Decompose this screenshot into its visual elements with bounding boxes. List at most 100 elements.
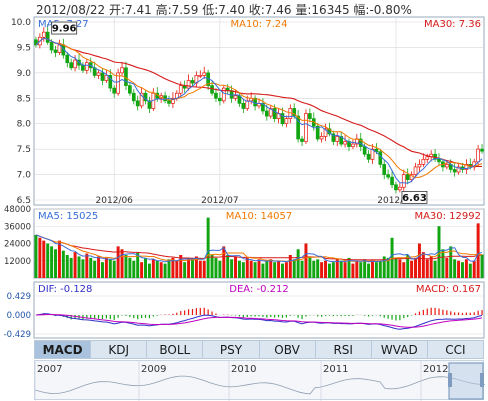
candle-body bbox=[147, 100, 152, 109]
macd-histogram-bar bbox=[187, 309, 190, 315]
macd-histogram-bar bbox=[301, 315, 303, 320]
volume-bar bbox=[296, 249, 300, 278]
macd-lines bbox=[35, 313, 483, 330]
macd-histogram-bar bbox=[469, 312, 471, 315]
candle-body bbox=[413, 166, 418, 175]
candle-body bbox=[370, 148, 375, 160]
candle-body bbox=[245, 100, 250, 109]
macd-histogram-bar bbox=[97, 315, 100, 319]
candle-body bbox=[358, 138, 363, 147]
macd-histogram-bar bbox=[438, 308, 440, 315]
price-y-axis: 10.0 9.5 9.0 8.5 8.0 7.5 7.0 6.5 bbox=[11, 18, 31, 206]
volume-bar bbox=[284, 262, 288, 278]
price-ma30-line bbox=[35, 37, 483, 168]
tab-kdj[interactable]: KDJ bbox=[91, 341, 148, 358]
macd-histogram-bar bbox=[258, 315, 260, 317]
macd-tick-label: 0.429 bbox=[7, 292, 31, 302]
tab-rsi[interactable]: RSI bbox=[316, 341, 372, 358]
macd-histogram-bar bbox=[481, 310, 483, 315]
volume-bar bbox=[386, 257, 390, 278]
candle-body bbox=[409, 174, 414, 181]
price-tick-label: 9.5 bbox=[17, 43, 31, 53]
volume-bar bbox=[280, 263, 284, 278]
macd-histogram-bar bbox=[148, 315, 151, 319]
volume-bar bbox=[69, 257, 73, 278]
macd-dif-line bbox=[35, 313, 483, 330]
volume-bar bbox=[81, 259, 85, 278]
volume-bar bbox=[429, 256, 433, 278]
volume-bar bbox=[112, 260, 116, 278]
macd-histogram-bar bbox=[152, 315, 154, 317]
macd-histogram-bar bbox=[364, 315, 366, 316]
legend-ma-short: DIF: -0.128 bbox=[38, 284, 92, 295]
macd-histogram-bar bbox=[199, 307, 201, 315]
candle-body bbox=[124, 67, 128, 86]
macd-histogram-bar bbox=[426, 308, 428, 315]
volume-bar bbox=[187, 257, 191, 278]
volume-bar bbox=[417, 243, 421, 278]
volume-bar bbox=[222, 246, 226, 278]
legend-ma-mid: DEA: -0.212 bbox=[229, 284, 288, 295]
volume-bar bbox=[363, 259, 367, 278]
tab-macd[interactable]: MACD bbox=[35, 341, 92, 358]
macd-histogram-bar bbox=[101, 315, 104, 320]
price-tick-label: 10.0 bbox=[11, 18, 31, 28]
timeline-navigator[interactable]: 2007 2009 2010 2011 2012 bbox=[34, 360, 486, 401]
timeline-sparkline bbox=[34, 375, 486, 395]
candle-body bbox=[331, 133, 336, 142]
volume-bar bbox=[335, 259, 339, 278]
tab-boll[interactable]: BOLL bbox=[147, 341, 204, 358]
volume-bar bbox=[132, 260, 136, 278]
macd-histogram-bar bbox=[215, 313, 217, 315]
macd-histogram-bar bbox=[473, 312, 475, 315]
tab-cci[interactable]: CCI bbox=[445, 342, 466, 357]
volume-bar bbox=[324, 260, 328, 278]
macd-histogram-bar bbox=[317, 315, 319, 317]
candle-body bbox=[323, 128, 328, 137]
volume-bar bbox=[226, 255, 230, 278]
macd-histogram-bar bbox=[113, 315, 115, 320]
volume-bar bbox=[277, 260, 281, 278]
volume-bar bbox=[410, 260, 414, 278]
candle-body bbox=[456, 166, 461, 173]
volume-bar bbox=[194, 256, 198, 278]
candle-body bbox=[261, 103, 265, 112]
price-tick-label: 8.5 bbox=[17, 94, 31, 104]
timeline-range-selector[interactable] bbox=[448, 362, 484, 400]
candle-body bbox=[186, 80, 191, 89]
candle-body bbox=[264, 110, 269, 117]
timeline-overview: 2007 2009 2010 2011 2012 bbox=[34, 361, 486, 401]
volume-bar bbox=[464, 259, 468, 278]
volume-bar bbox=[128, 257, 132, 278]
candle-body bbox=[362, 146, 367, 155]
candle-body bbox=[382, 164, 387, 175]
volume-bar bbox=[108, 259, 112, 278]
volume-bar bbox=[167, 259, 171, 278]
tab-obv[interactable]: OBV bbox=[260, 341, 316, 358]
macd-tick-label: 0.000 bbox=[7, 311, 31, 321]
timeline-right-handle[interactable] bbox=[480, 373, 484, 387]
volume-bar bbox=[147, 263, 151, 278]
macd-histogram-bar bbox=[117, 315, 119, 318]
timeline-left-handle[interactable] bbox=[448, 373, 452, 387]
candle-body bbox=[135, 100, 140, 107]
price-tick-label: 9.0 bbox=[17, 69, 32, 79]
volume-bar bbox=[85, 253, 89, 278]
macd-histogram-bar bbox=[434, 307, 436, 315]
candle-body bbox=[280, 113, 285, 125]
tab-wvad[interactable]: WVAD bbox=[372, 341, 428, 358]
volume-bar bbox=[202, 260, 206, 278]
volume-bar bbox=[398, 259, 402, 278]
macd-histogram-bar bbox=[461, 312, 464, 315]
candle-body bbox=[202, 72, 207, 76]
stock-chart: 10.0 9.5 9.0 8.5 8.0 7.5 7.0 6.5 2012/06 2012/07… bbox=[4, 16, 485, 340]
candle-body bbox=[65, 54, 70, 64]
quote-open: 开:7.41 bbox=[109, 3, 152, 17]
tab-psy[interactable]: PSY bbox=[203, 341, 260, 358]
macd-histogram-bar bbox=[70, 315, 72, 320]
macd-histogram-bar bbox=[407, 315, 409, 318]
candle-body bbox=[343, 141, 347, 145]
volume-panel: 48000 36000 24000 12000 MA5: 15025 MA10: 140… bbox=[4, 205, 485, 279]
quote-high: 高:7.59 bbox=[155, 3, 199, 17]
volume-bar bbox=[116, 246, 120, 278]
